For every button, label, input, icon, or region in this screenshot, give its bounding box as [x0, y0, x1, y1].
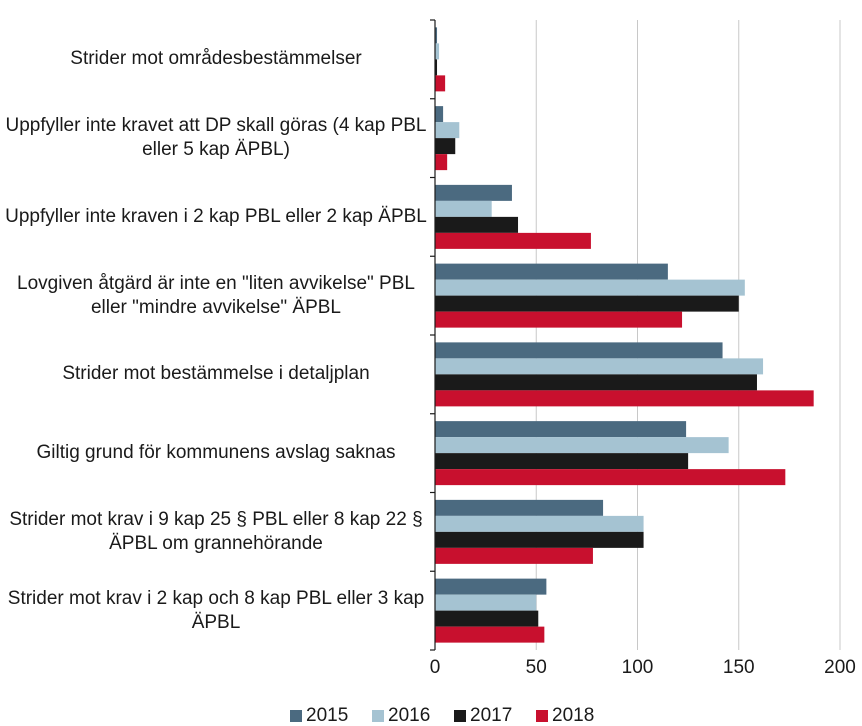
category-label: Strider mot krav i 9 kap 25 § PBL eller … [9, 508, 423, 554]
category-label: Uppfyller inte kravet att DP skall göras… [5, 115, 427, 161]
bar [435, 437, 729, 454]
bar [435, 122, 460, 139]
x-tick-label: 100 [622, 657, 654, 678]
x-tick-label: 200 [824, 657, 856, 678]
bar [435, 453, 689, 470]
legend-swatch [536, 710, 548, 722]
bar [435, 27, 438, 44]
legend-swatch [454, 710, 466, 722]
category-label: Uppfyller inte kraven i 2 kap PBL eller … [5, 205, 427, 227]
bar [435, 295, 739, 312]
bar [435, 390, 814, 407]
legend-swatch [290, 710, 302, 722]
bar [435, 263, 668, 280]
bar [435, 515, 644, 532]
bar [435, 594, 537, 611]
bar [435, 216, 519, 233]
bar [435, 626, 545, 643]
bar [435, 342, 723, 359]
bar [435, 374, 757, 391]
bar [435, 43, 440, 60]
bar [435, 232, 591, 249]
legend-label: 2018 [552, 705, 594, 726]
legend-swatch [372, 710, 384, 722]
bar [435, 358, 764, 375]
bar [435, 138, 456, 155]
bar [435, 469, 786, 486]
bar [435, 531, 644, 548]
bar [435, 59, 438, 76]
category-label: Strider mot bestämmelse i detaljplan [62, 363, 370, 385]
category-label: Strider mot krav i 2 kap och 8 kap PBL e… [7, 587, 425, 633]
bar [435, 547, 593, 564]
bar [435, 578, 547, 595]
legend-label: 2015 [306, 705, 348, 726]
category-label: Lovgiven åtgärd är inte en "liten avvike… [17, 272, 415, 318]
bar [435, 279, 745, 296]
bar [435, 106, 444, 123]
category-label: Giltig grund för kommunens avslag saknas [36, 442, 396, 464]
bar [435, 610, 539, 627]
bar [435, 499, 604, 516]
x-tick-label: 150 [723, 657, 755, 678]
bar [435, 421, 687, 438]
x-tick-label: 50 [526, 657, 547, 678]
bar [435, 184, 512, 201]
legend-label: 2017 [470, 705, 512, 726]
legend-label: 2016 [388, 705, 430, 726]
bar [435, 75, 446, 92]
bar [435, 200, 492, 217]
x-tick-label: 0 [430, 657, 441, 678]
category-label: Strider mot områdesbestämmelser [70, 48, 362, 70]
bar [435, 154, 448, 171]
bar [435, 311, 683, 328]
